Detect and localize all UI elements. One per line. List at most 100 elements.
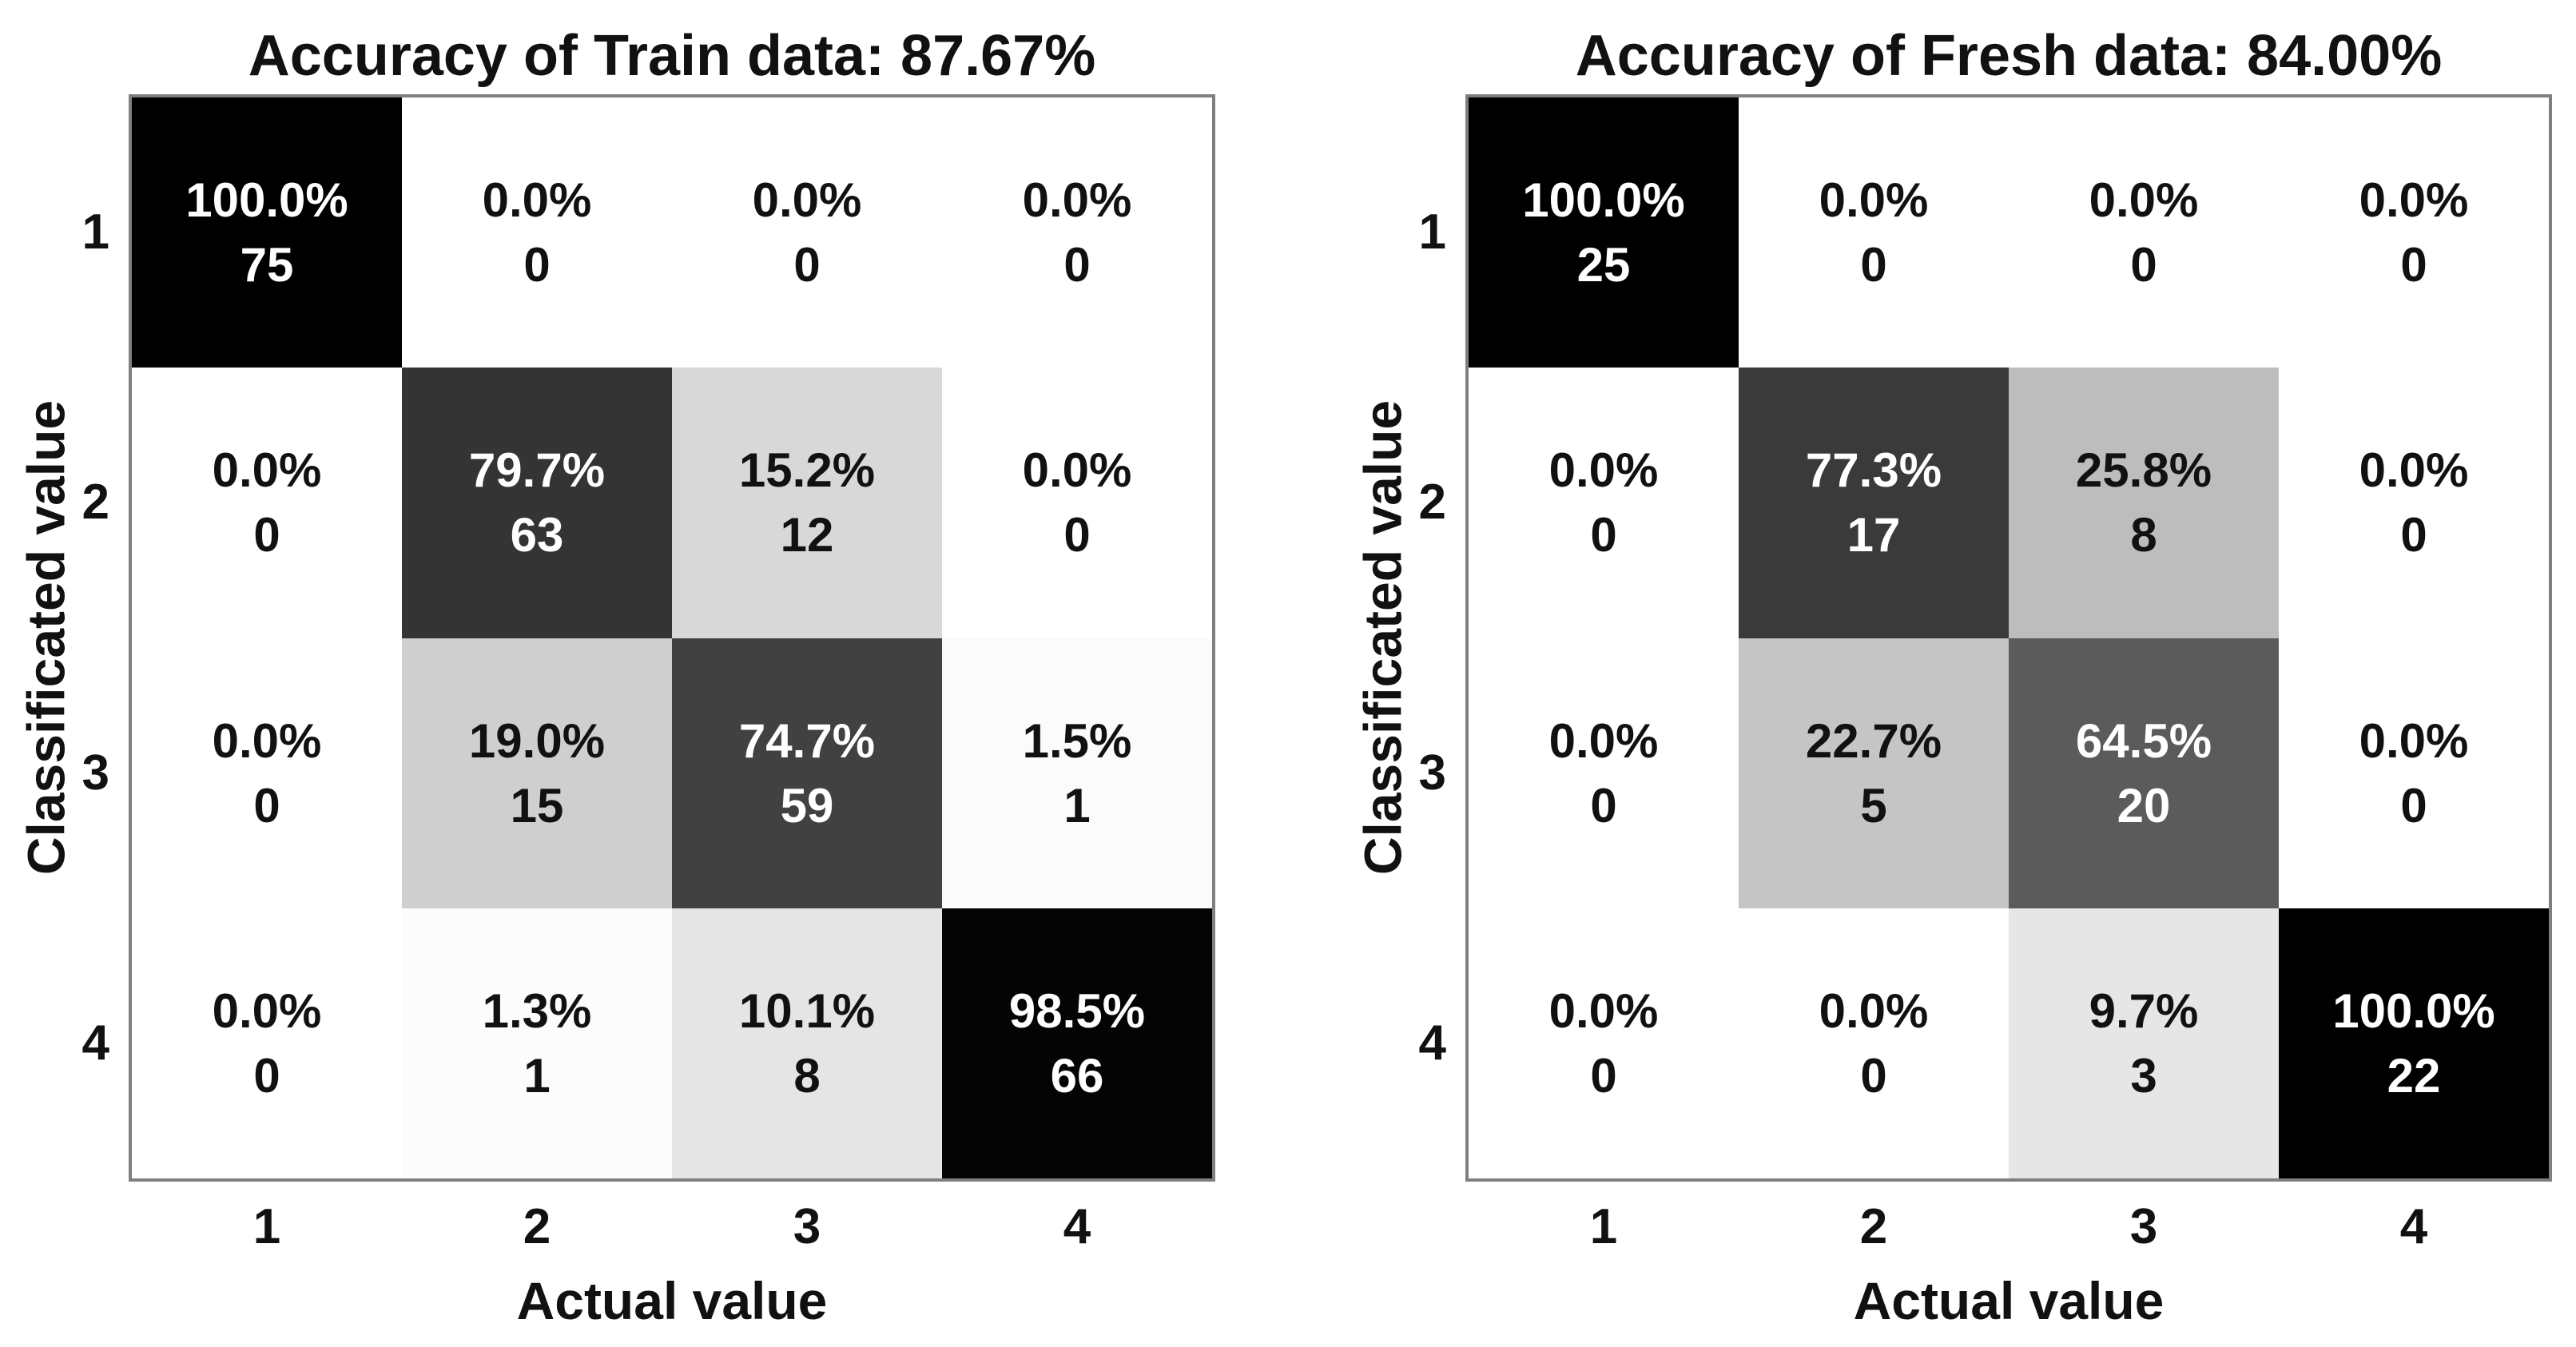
cell-count: 8 bbox=[2130, 508, 2157, 562]
x-tick-label-2: 2 bbox=[523, 1199, 551, 1254]
y-tick-label-4: 4 bbox=[81, 1015, 109, 1071]
matrix-cell-r1c2: 0.0% 0 bbox=[402, 97, 672, 368]
cell-percent: 0.0% bbox=[212, 983, 322, 1038]
cell-count: 5 bbox=[1860, 778, 1887, 832]
cell-count: 63 bbox=[510, 508, 564, 562]
matrix-cell-r3c4: 0.0% 0 bbox=[2279, 638, 2549, 908]
fresh-matrix-cells: 100.0% 25 0.0% 0 0.0% 0 0.0% 0 0.0% 0 77.3% 17 25.8%… bbox=[1469, 97, 2549, 1178]
y-tick-label-2: 2 bbox=[81, 475, 109, 530]
matrix-cell-r1c1: 100.0% 75 bbox=[132, 97, 402, 368]
x-tick-label-1: 1 bbox=[1589, 1199, 1618, 1254]
fresh-matrix-title: Accuracy of Fresh data: 84.00% bbox=[1575, 24, 2443, 88]
cell-count: 0 bbox=[1063, 238, 1091, 292]
matrix-cell-r3c2: 19.0% 15 bbox=[402, 638, 672, 908]
cell-percent: 0.0% bbox=[482, 173, 592, 228]
cell-percent: 100.0% bbox=[1522, 173, 1685, 228]
cell-percent: 77.3% bbox=[1805, 443, 1942, 498]
matrix-cell-r2c4: 0.0% 0 bbox=[942, 368, 1212, 638]
cell-percent: 0.0% bbox=[1548, 983, 1659, 1038]
matrix-cell-r4c2: 0.0% 0 bbox=[1739, 908, 2009, 1178]
matrix-cell-r4c4: 98.5% 66 bbox=[942, 908, 1212, 1178]
train-matrix-plot-area: 100.0% 75 0.0% 0 0.0% 0 0.0% 0 0.0% 0 79.7% 63 15.2%… bbox=[129, 94, 1215, 1182]
x-tick-label-3: 3 bbox=[793, 1199, 821, 1254]
matrix-cell-r4c3: 9.7% 3 bbox=[2009, 908, 2279, 1178]
matrix-cell-r2c2: 77.3% 17 bbox=[1739, 368, 2009, 638]
cell-percent: 19.0% bbox=[468, 713, 606, 768]
cell-count: 0 bbox=[1860, 1048, 1887, 1103]
cell-percent: 0.0% bbox=[2089, 173, 2199, 228]
matrix-cell-r2c3: 15.2% 12 bbox=[672, 368, 942, 638]
cell-percent: 0.0% bbox=[2359, 713, 2469, 768]
train-matrix-cells: 100.0% 75 0.0% 0 0.0% 0 0.0% 0 0.0% 0 79.7% 63 15.2%… bbox=[132, 97, 1212, 1178]
cell-count: 0 bbox=[2400, 508, 2427, 562]
cell-percent: 0.0% bbox=[1022, 173, 1132, 228]
y-tick-label-4: 4 bbox=[1418, 1015, 1446, 1071]
cell-count: 0 bbox=[1590, 1048, 1617, 1103]
matrix-cell-r2c2: 79.7% 63 bbox=[402, 368, 672, 638]
cell-percent: 0.0% bbox=[212, 713, 322, 768]
cell-count: 0 bbox=[2400, 238, 2427, 292]
train-matrix-title: Accuracy of Train data: 87.67% bbox=[248, 24, 1096, 88]
cell-percent: 98.5% bbox=[1008, 983, 1146, 1038]
cell-count: 12 bbox=[780, 508, 834, 562]
cell-percent: 100.0% bbox=[185, 173, 348, 228]
matrix-cell-r4c1: 0.0% 0 bbox=[1469, 908, 1739, 1178]
cell-percent: 1.5% bbox=[1022, 713, 1132, 768]
cell-count: 25 bbox=[1576, 238, 1631, 292]
x-tick-label-4: 4 bbox=[2399, 1199, 2428, 1254]
fresh-matrix-x-axis-label: Actual value bbox=[1853, 1271, 2165, 1330]
x-tick-label-3: 3 bbox=[2129, 1199, 2158, 1254]
y-tick-label-3: 3 bbox=[81, 745, 109, 801]
fresh-matrix-plot-area: 100.0% 25 0.0% 0 0.0% 0 0.0% 0 0.0% 0 77.3% 17 25.8%… bbox=[1465, 94, 2552, 1182]
cell-percent: 0.0% bbox=[1819, 983, 1929, 1038]
cell-count: 22 bbox=[2387, 1048, 2441, 1103]
cell-count: 0 bbox=[2400, 778, 2427, 832]
matrix-cell-r1c3: 0.0% 0 bbox=[672, 97, 942, 368]
cell-percent: 0.0% bbox=[1819, 173, 1929, 228]
cell-percent: 22.7% bbox=[1805, 713, 1942, 768]
cell-count: 0 bbox=[1860, 238, 1887, 292]
cell-count: 0 bbox=[523, 238, 551, 292]
matrix-cell-r3c1: 0.0% 0 bbox=[1469, 638, 1739, 908]
matrix-cell-r1c1: 100.0% 25 bbox=[1469, 97, 1739, 368]
cell-count: 0 bbox=[793, 238, 821, 292]
cell-percent: 0.0% bbox=[212, 443, 322, 498]
matrix-cell-r1c2: 0.0% 0 bbox=[1739, 97, 2009, 368]
cell-count: 17 bbox=[1847, 508, 1901, 562]
cell-count: 0 bbox=[253, 778, 280, 832]
cell-percent: 0.0% bbox=[2359, 173, 2469, 228]
matrix-cell-r1c3: 0.0% 0 bbox=[2009, 97, 2279, 368]
y-tick-label-2: 2 bbox=[1418, 475, 1446, 530]
matrix-cell-r2c4: 0.0% 0 bbox=[2279, 368, 2549, 638]
cell-count: 20 bbox=[2117, 778, 2171, 832]
matrix-cell-r4c3: 10.1% 8 bbox=[672, 908, 942, 1178]
x-tick-label-2: 2 bbox=[1859, 1199, 1888, 1254]
matrix-cell-r3c2: 22.7% 5 bbox=[1739, 638, 2009, 908]
cell-count: 66 bbox=[1050, 1048, 1104, 1103]
y-tick-label-1: 1 bbox=[81, 205, 109, 260]
cell-count: 0 bbox=[253, 508, 280, 562]
cell-percent: 0.0% bbox=[1548, 443, 1659, 498]
x-tick-label-1: 1 bbox=[252, 1199, 281, 1254]
fresh-matrix-y-axis-label: Classificated value bbox=[1353, 399, 1413, 876]
matrix-cell-r1c4: 0.0% 0 bbox=[942, 97, 1212, 368]
cell-percent: 79.7% bbox=[468, 443, 606, 498]
cell-percent: 74.7% bbox=[738, 713, 876, 768]
cell-percent: 1.3% bbox=[482, 983, 592, 1038]
cell-percent: 64.5% bbox=[2075, 713, 2212, 768]
train-matrix-x-axis-label: Actual value bbox=[516, 1271, 828, 1330]
matrix-cell-r4c2: 1.3% 1 bbox=[402, 908, 672, 1178]
matrix-cell-r3c4: 1.5% 1 bbox=[942, 638, 1212, 908]
y-tick-label-1: 1 bbox=[1418, 205, 1446, 260]
matrix-cell-r3c3: 74.7% 59 bbox=[672, 638, 942, 908]
matrix-cell-r3c1: 0.0% 0 bbox=[132, 638, 402, 908]
cell-count: 0 bbox=[1590, 508, 1617, 562]
cell-count: 1 bbox=[1063, 778, 1091, 832]
cell-percent: 15.2% bbox=[738, 443, 876, 498]
cell-percent: 0.0% bbox=[2359, 443, 2469, 498]
cell-count: 75 bbox=[240, 238, 294, 292]
cell-count: 0 bbox=[2130, 238, 2157, 292]
matrix-cell-r4c1: 0.0% 0 bbox=[132, 908, 402, 1178]
